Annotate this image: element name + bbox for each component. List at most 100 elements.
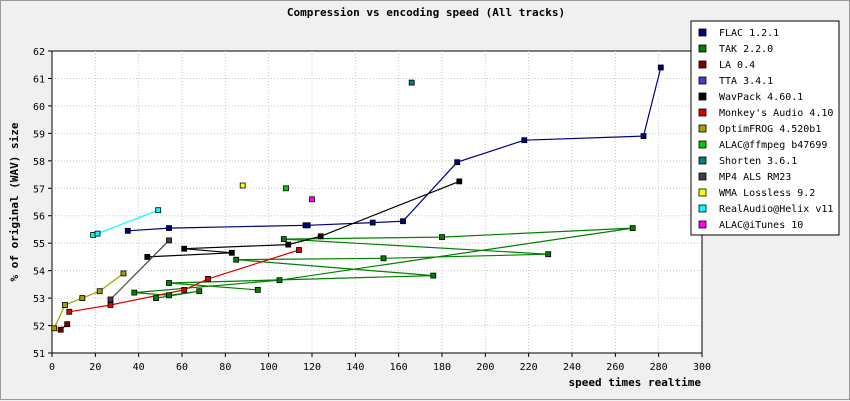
plot-area	[51, 50, 703, 354]
data-point	[196, 288, 203, 295]
data-point	[640, 133, 647, 140]
legend-label: Monkey's Audio 4.10	[719, 108, 833, 119]
data-point	[51, 325, 58, 332]
series-line	[147, 180, 460, 258]
data-point	[239, 182, 246, 189]
series-line	[110, 239, 170, 300]
y-tick-label: 59	[33, 129, 45, 140]
y-tick-label: 55	[33, 239, 45, 250]
data-point	[228, 249, 235, 256]
legend-swatch	[698, 60, 707, 69]
data-point	[545, 251, 552, 258]
data-point	[439, 234, 445, 241]
legend-label: Shorten 3.6.1	[719, 156, 797, 167]
legend-label: OptimFROG 4.520b1	[719, 124, 821, 135]
x-tick-label: 200	[476, 362, 494, 373]
legend-label: TAK 2.2.0	[719, 44, 773, 55]
data-point	[62, 302, 68, 308]
data-point	[280, 236, 287, 243]
y-tick-label: 53	[33, 294, 45, 305]
data-point	[285, 241, 292, 248]
x-tick-label: 240	[563, 362, 581, 373]
data-point	[408, 79, 415, 86]
x-tick-label: 280	[650, 362, 668, 373]
data-point	[430, 272, 437, 279]
series-line	[134, 227, 633, 299]
series-points	[51, 64, 664, 333]
legend-swatch	[698, 204, 707, 213]
x-tick-label: 220	[520, 362, 538, 373]
data-point	[166, 237, 172, 244]
legend-label: RealAudio@Helix v11	[719, 204, 833, 215]
legend-label: LA 0.4	[719, 60, 755, 71]
legend-swatch	[698, 188, 707, 197]
data-point	[369, 219, 376, 226]
data-point	[456, 178, 463, 185]
x-tick-label: 120	[303, 362, 321, 373]
y-tick-label: 58	[33, 157, 45, 168]
data-point	[144, 253, 151, 260]
data-point	[96, 288, 103, 295]
data-point	[317, 233, 324, 240]
data-point	[283, 185, 289, 192]
data-point	[521, 137, 528, 144]
x-tick-label: 160	[390, 362, 408, 373]
y-axis-ticks: 51 52 53 54 55 56 57 58 59 60 61 62	[33, 47, 52, 360]
legend-swatch	[698, 108, 707, 117]
series-line	[127, 67, 662, 232]
data-point	[107, 302, 114, 308]
y-tick-label: 56	[33, 212, 45, 223]
data-point	[166, 280, 172, 286]
y-tick-label: 62	[33, 47, 45, 58]
legend-swatch	[698, 124, 707, 133]
data-point	[94, 230, 101, 237]
data-point	[181, 245, 188, 252]
legend-swatch	[698, 92, 707, 101]
y-tick-label: 61	[33, 74, 45, 85]
legend-swatch	[698, 28, 707, 37]
data-point	[166, 292, 172, 299]
grid	[52, 51, 702, 353]
data-point	[380, 255, 387, 262]
data-point	[79, 295, 86, 302]
data-point	[181, 286, 188, 293]
legend-label: TTA 3.4.1	[719, 76, 773, 87]
x-tick-label: 180	[433, 362, 451, 373]
data-point	[454, 159, 461, 166]
chart-title: Compression vs encoding speed (All track…	[287, 6, 565, 19]
legend-label: WavPack 4.60.1	[719, 92, 803, 103]
x-tick-label: 40	[133, 362, 145, 373]
legend-swatch	[698, 172, 707, 181]
data-point	[254, 286, 261, 293]
y-tick-label: 60	[33, 102, 45, 113]
data-point	[120, 270, 127, 277]
data-point	[153, 295, 159, 302]
data-point	[276, 277, 283, 284]
x-tick-label: 80	[219, 362, 231, 373]
data-point	[131, 289, 138, 296]
x-tick-label: 260	[606, 362, 624, 373]
x-tick-label: 0	[49, 362, 55, 373]
x-axis-label: speed times realtime	[569, 376, 702, 389]
data-point	[400, 218, 406, 225]
legend-swatch	[698, 156, 707, 165]
legend: FLAC 1.2.1 TAK 2.2.0 LA 0.4 TTA 3.4.1 WavPac…	[690, 20, 840, 236]
data-point	[57, 326, 64, 333]
data-point	[629, 225, 636, 232]
data-point	[304, 222, 311, 229]
legend-swatch	[698, 220, 707, 229]
legend-label: ALAC@ffmpeg b47699	[719, 140, 827, 151]
data-point	[205, 275, 211, 282]
x-tick-label: 60	[176, 362, 188, 373]
legend-label: ALAC@iTunes 10	[719, 220, 803, 231]
legend-label: WMA Lossless 9.2	[719, 188, 815, 199]
data-point	[107, 296, 114, 303]
data-point	[166, 225, 172, 232]
x-tick-label: 20	[89, 362, 101, 373]
legend-swatch	[698, 76, 707, 85]
data-point	[296, 247, 302, 253]
y-axis-label: % of original (WAV) size	[8, 122, 21, 281]
x-tick-label: 100	[260, 362, 278, 373]
